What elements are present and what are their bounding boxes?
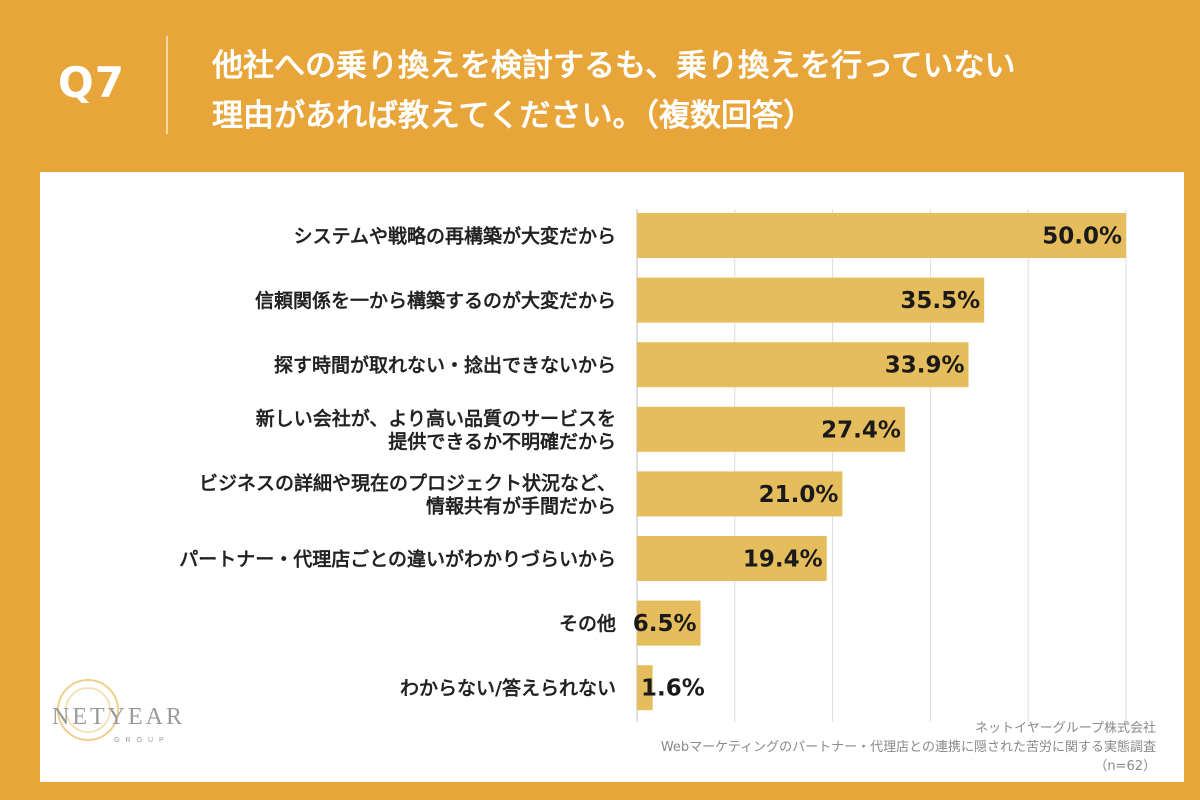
value-label-2: 33.9% <box>885 353 965 379</box>
footer-sample-size: （n=62） <box>1094 759 1156 774</box>
bar-0 <box>637 213 1126 258</box>
bar-1 <box>637 277 985 323</box>
footer-company: ネットイヤーグループ株式会社 <box>975 721 1156 736</box>
header-divider <box>166 36 168 134</box>
question-number: Q7 <box>58 58 125 107</box>
bar-6 <box>637 600 701 646</box>
logo-wordmark: NETYEAR <box>52 704 185 730</box>
footer: ネットイヤーグループ株式会社 Webマーケティングのパートナー・代理店との連携に… <box>661 719 1156 776</box>
category-label-7: わからない/答えられない <box>400 677 616 700</box>
value-label-6: 6.5% <box>633 611 697 637</box>
category-label-4-line-0: ビジネスの詳細や現在のプロジェクト状況など、 <box>199 471 616 494</box>
value-label-1: 35.5% <box>900 288 980 314</box>
category-label-2: 探す時間が取れない・捻出できないから <box>274 354 616 377</box>
header: Q7 他社への乗り換えを検討するも、乗り換えを行っていない 理由があれば教えてく… <box>0 0 1200 170</box>
netyear-logo: NETYEAR GROUP <box>52 679 185 744</box>
bar-7 <box>637 665 653 711</box>
bar-4 <box>637 471 843 517</box>
category-label-3-line-0: 新しい会社が、より高い品質のサービスを <box>256 407 616 430</box>
chart-title-line-2: 理由があれば教えてください。（複数回答） <box>212 98 815 134</box>
chart-title-line-1: 他社への乗り換えを検討するも、乗り換えを行っていない <box>212 48 1016 84</box>
value-label-7: 1.6% <box>641 676 705 702</box>
value-label-3: 27.4% <box>821 417 901 443</box>
bar-3 <box>637 406 905 452</box>
category-label-0: システムや戦略の再構築が大変だから <box>294 225 616 248</box>
category-label-3-line-1: 提供できるか不明確だから <box>388 430 616 453</box>
value-label-4: 21.0% <box>759 482 839 508</box>
value-label-0: 50.0% <box>1042 224 1122 250</box>
bar-chart: 50.0% システムや戦略の再構築が大変だから 35.5% 信頼関係を一から構築するの… <box>179 209 1127 722</box>
logo-group-text: GROUP <box>114 737 170 744</box>
category-label-1: 信頼関係を一から構築するのが大変だから <box>255 289 616 312</box>
value-label-5: 19.4% <box>743 547 823 573</box>
chart-panel: 50.0% システムや戦略の再構築が大変だから 35.5% 信頼関係を一から構築するの… <box>40 172 1184 782</box>
footer-survey-title: Webマーケティングのパートナー・代理店との連携に隠された苦労に関する実態調査 <box>660 740 1156 755</box>
bar-5 <box>637 536 827 581</box>
category-label-5: パートナー・代理店ごとの違いがわかりづらいから <box>179 548 616 571</box>
category-label-4-line-1: 情報共有が手間だから <box>426 494 616 517</box>
category-label-6: その他 <box>559 612 616 635</box>
bar-2 <box>637 342 969 388</box>
